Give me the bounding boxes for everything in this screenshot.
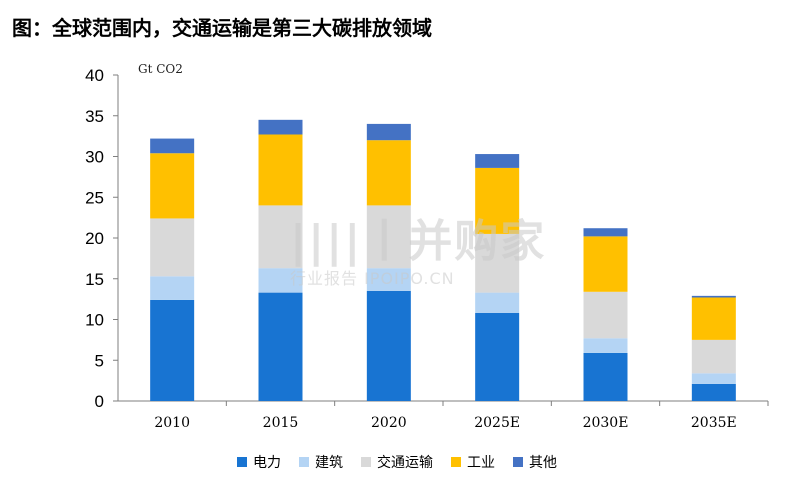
legend-swatch (237, 457, 247, 467)
legend-swatch (513, 457, 523, 467)
x-tick-label: 2015 (263, 415, 299, 431)
x-tick-label: 2030E (583, 415, 629, 431)
bar-segment (691, 373, 736, 384)
legend-label: 工业 (467, 455, 495, 471)
y-tick-label: 0 (95, 392, 104, 411)
x-tick-label: 2035E (691, 415, 737, 431)
legend-label: 电力 (253, 455, 281, 471)
bar-segment (475, 292, 520, 313)
y-tick-label: 5 (95, 351, 104, 370)
legend-label: 交通运输 (377, 455, 433, 471)
bar-segment (150, 276, 195, 300)
bar-segment (366, 268, 411, 291)
legend-item: 其他 (513, 452, 557, 472)
bar-segment (258, 292, 303, 401)
chart-title: 图：全球范围内，交通运输是第三大碳排放领域 (12, 16, 432, 40)
bar-segment (475, 167, 520, 234)
legend-swatch (451, 457, 461, 467)
bar-segment (150, 218, 195, 277)
bar-segment (691, 297, 736, 340)
bars (150, 119, 736, 401)
tick-labels: 0 5 10 15 20 25 30 35 40 2010 2015 2020 2025E 2030E 20… (85, 66, 737, 431)
bar-segment (366, 140, 411, 206)
bar-segment (475, 154, 520, 168)
bar-segment (150, 153, 195, 219)
y-tick-label: 35 (85, 107, 104, 126)
bar-segment (150, 299, 195, 401)
x-tick-label: 2020 (371, 415, 407, 431)
bar-segment (583, 291, 628, 339)
bar-segment (583, 352, 628, 401)
legend: 电力 建筑 交通运输 工业 其他 (0, 452, 794, 472)
y-tick-label: 40 (85, 66, 104, 85)
bar-segment (366, 205, 411, 269)
bar-segment (150, 138, 195, 154)
y-tick-label: 20 (85, 229, 104, 248)
legend-item: 建筑 (299, 452, 343, 472)
legend-item: 电力 (237, 452, 281, 472)
bar-segment (258, 119, 303, 135)
bar-segment (258, 268, 303, 293)
bar-segment (691, 383, 736, 401)
axes (113, 74, 769, 406)
y-tick-label: 15 (85, 270, 104, 289)
bar-segment (258, 205, 303, 269)
x-tick-label: 2025E (474, 415, 520, 431)
legend-swatch (299, 457, 309, 467)
x-tick-label: 2010 (154, 415, 190, 431)
bar-segment (475, 233, 520, 293)
legend-item: 工业 (451, 452, 495, 472)
legend-swatch (361, 457, 371, 467)
bar-segment (583, 338, 628, 353)
legend-item: 交通运输 (361, 452, 433, 472)
bar-segment (475, 312, 520, 401)
y-axis-label: Gt CO2 (138, 62, 183, 76)
legend-label: 建筑 (315, 455, 343, 471)
bar-segment (583, 236, 628, 292)
bar-segment (366, 290, 411, 401)
y-tick-label: 10 (85, 311, 104, 330)
bar-segment (691, 339, 736, 374)
bar-segment (583, 228, 628, 237)
y-tick-label: 30 (85, 148, 104, 167)
bar-segment (258, 134, 303, 206)
legend-label: 其他 (529, 455, 557, 471)
bar-segment (366, 123, 411, 141)
y-tick-label: 25 (85, 188, 104, 207)
bar-segment (691, 295, 736, 298)
